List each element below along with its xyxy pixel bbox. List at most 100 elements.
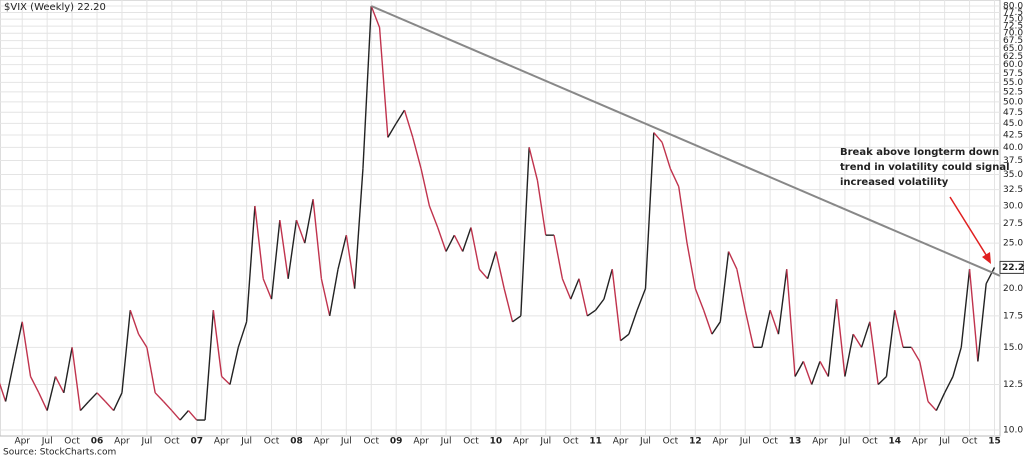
- line-segment: [869, 321, 879, 385]
- x-tick-label: Apr: [812, 437, 828, 447]
- line-segment: [353, 168, 364, 289]
- x-tick-label: Oct: [164, 437, 180, 447]
- line-segment: [270, 219, 281, 300]
- arrow: [949, 196, 989, 259]
- line-segment: [362, 5, 372, 169]
- line-segment: [403, 109, 414, 138]
- x-tick-label: Apr: [712, 437, 728, 447]
- x-tick-label: Jul: [41, 437, 53, 447]
- y-tick-label: 77.5: [1003, 8, 1023, 18]
- x-tick-label: Apr: [14, 437, 30, 447]
- line-segment: [852, 333, 863, 348]
- line-segment: [919, 361, 929, 402]
- line-segment: [503, 288, 514, 322]
- x-tick-label: Jul: [240, 437, 252, 447]
- line-segment: [387, 122, 397, 138]
- line-segment: [162, 401, 173, 412]
- line-segment: [678, 186, 688, 244]
- y-tick-label: 67.5: [1003, 36, 1023, 46]
- line-segment: [370, 5, 381, 28]
- x-tick-label: Oct: [663, 437, 679, 447]
- line-segment: [727, 251, 738, 270]
- line-segment: [603, 269, 613, 300]
- arrow-head: [982, 252, 991, 264]
- line-segment: [561, 278, 572, 300]
- trendline: [370, 5, 1001, 277]
- annotation-line: increased volatility: [840, 177, 949, 188]
- line-segment: [985, 267, 996, 284]
- y-tick-label: 62.5: [1003, 52, 1023, 62]
- line-segment: [212, 310, 223, 377]
- y-tick-label: 42.5: [1003, 130, 1023, 140]
- plot-frame: [0, 0, 1001, 437]
- line-segment: [952, 347, 962, 377]
- y-tick-label: 65.0: [1003, 44, 1023, 54]
- x-tick-label: Apr: [513, 437, 529, 447]
- line-segment: [187, 410, 198, 421]
- y-tick-label: 70.0: [1003, 29, 1023, 39]
- line-segment: [819, 361, 829, 377]
- line-segment: [154, 392, 165, 402]
- line-segment: [378, 27, 389, 138]
- x-tick-label: Jul: [739, 437, 751, 447]
- line-segment: [620, 333, 630, 342]
- line-segment: [337, 235, 348, 270]
- line-segment: [320, 278, 331, 317]
- y-tick-label: 10.0: [1003, 426, 1023, 436]
- y-tick-label: 45.0: [1003, 119, 1023, 129]
- line-segment: [295, 219, 306, 244]
- annotation-line: Break above longterm down: [840, 147, 999, 158]
- line-segment: [279, 219, 289, 279]
- line-segment: [528, 147, 539, 181]
- x-tick-label: Apr: [613, 437, 629, 447]
- line-segment: [977, 283, 987, 362]
- line-segment: [669, 168, 680, 187]
- line-segment: [628, 309, 638, 335]
- line-segment: [968, 269, 979, 362]
- line-segment: [329, 269, 339, 317]
- line-segment: [113, 392, 123, 411]
- line-segment: [736, 269, 746, 311]
- line-segment: [46, 376, 57, 411]
- line-segment: [0, 382, 7, 402]
- line-segment: [121, 310, 131, 393]
- line-segment: [811, 361, 821, 385]
- line-segment: [461, 227, 472, 252]
- x-tick-label: Oct: [962, 437, 978, 447]
- line-segment: [470, 227, 480, 270]
- line-segment: [304, 199, 314, 244]
- line-segment: [245, 205, 256, 322]
- line-segment: [204, 310, 215, 421]
- line-segment: [719, 251, 730, 322]
- line-segment: [761, 309, 771, 348]
- x-tick-label: Oct: [363, 437, 379, 447]
- x-tick-label: 15: [988, 437, 1001, 447]
- y-tick-label: 30.0: [1003, 201, 1023, 211]
- line-segment: [495, 251, 505, 289]
- chart-title: $VIX (Weekly) 22.20: [4, 2, 106, 13]
- y-tick-label: 40.0: [1003, 143, 1023, 153]
- line-segment: [478, 268, 489, 280]
- x-tick-label: 12: [689, 437, 702, 447]
- x-tick-label: 08: [290, 437, 303, 447]
- y-tick-label: 15.0: [1003, 343, 1023, 353]
- line-segment: [935, 392, 946, 411]
- line-segment: [702, 309, 713, 335]
- line-segment: [653, 132, 663, 143]
- x-tick-label: Jul: [838, 437, 850, 447]
- x-tick-label: 13: [789, 437, 802, 447]
- line-segment: [412, 137, 422, 169]
- y-tick-label: 12.5: [1003, 380, 1023, 390]
- annotation-line: trend in volatility could signal: [840, 162, 1010, 173]
- x-tick-label: Apr: [314, 437, 330, 447]
- y-tick-label: 35.0: [1003, 170, 1023, 180]
- x-tick-label: Jul: [539, 437, 551, 447]
- line-segment: [79, 401, 90, 412]
- line-segment: [54, 376, 65, 394]
- line-segment: [63, 347, 73, 393]
- x-tick-label: Jul: [340, 437, 352, 447]
- line-segment: [802, 361, 813, 385]
- line-segment: [661, 142, 672, 170]
- y-tick-label: 57.5: [1003, 69, 1023, 79]
